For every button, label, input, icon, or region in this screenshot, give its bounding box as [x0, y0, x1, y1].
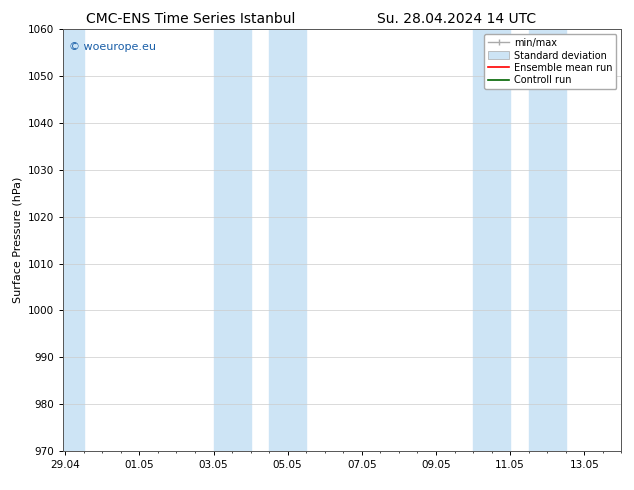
Text: © woeurope.eu: © woeurope.eu [69, 42, 156, 52]
Text: CMC-ENS Time Series Istanbul: CMC-ENS Time Series Istanbul [86, 12, 295, 26]
Legend: min/max, Standard deviation, Ensemble mean run, Controll run: min/max, Standard deviation, Ensemble me… [484, 34, 616, 89]
Y-axis label: Surface Pressure (hPa): Surface Pressure (hPa) [13, 177, 23, 303]
Text: Su. 28.04.2024 14 UTC: Su. 28.04.2024 14 UTC [377, 12, 536, 26]
Bar [63, 29, 84, 451]
Bar [473, 29, 510, 451]
Bar [269, 29, 306, 451]
Bar [529, 29, 566, 451]
Bar [214, 29, 250, 451]
